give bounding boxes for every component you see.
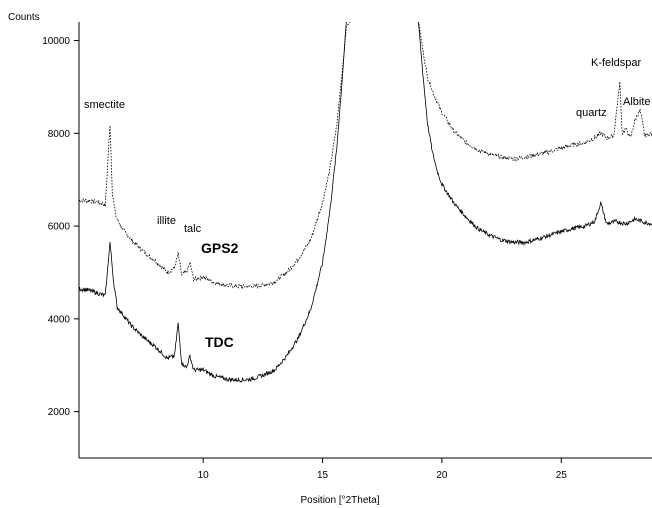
- x-axis-label: Position [°2Theta]: [300, 495, 379, 506]
- annotation-talc: talc: [184, 223, 202, 235]
- y-tick-label-2000: 2000: [48, 407, 71, 418]
- annotation-albite: Albite: [623, 96, 651, 108]
- plot-area: 2000 4000 6000 8000 10000 10 15 20 25 smectite ill…: [42, 22, 652, 481]
- y-tick-label-8000: 8000: [48, 129, 71, 140]
- annotation-quartz: quartz: [576, 107, 607, 119]
- annotation-illite: illite: [157, 215, 176, 227]
- y-tick-label-6000: 6000: [48, 222, 71, 233]
- x-tick-label-15: 15: [317, 470, 329, 481]
- series-line-gps2: [79, 22, 652, 290]
- y-axis-label: Counts: [8, 12, 40, 23]
- x-tick-label-10: 10: [198, 470, 210, 481]
- annotation-tdc: TDC: [205, 334, 234, 350]
- x-tick-label-20: 20: [436, 470, 448, 481]
- annotation-k-feldspar: K-feldspar: [591, 57, 641, 69]
- y-tick-label-10000: 10000: [42, 36, 70, 47]
- annotation-smectite: smectite: [84, 99, 125, 111]
- x-tick-label-25: 25: [556, 470, 568, 481]
- y-tick-label-4000: 4000: [48, 314, 71, 325]
- annotation-gps2: GPS2: [201, 240, 239, 256]
- series-line-tdc: [79, 22, 652, 383]
